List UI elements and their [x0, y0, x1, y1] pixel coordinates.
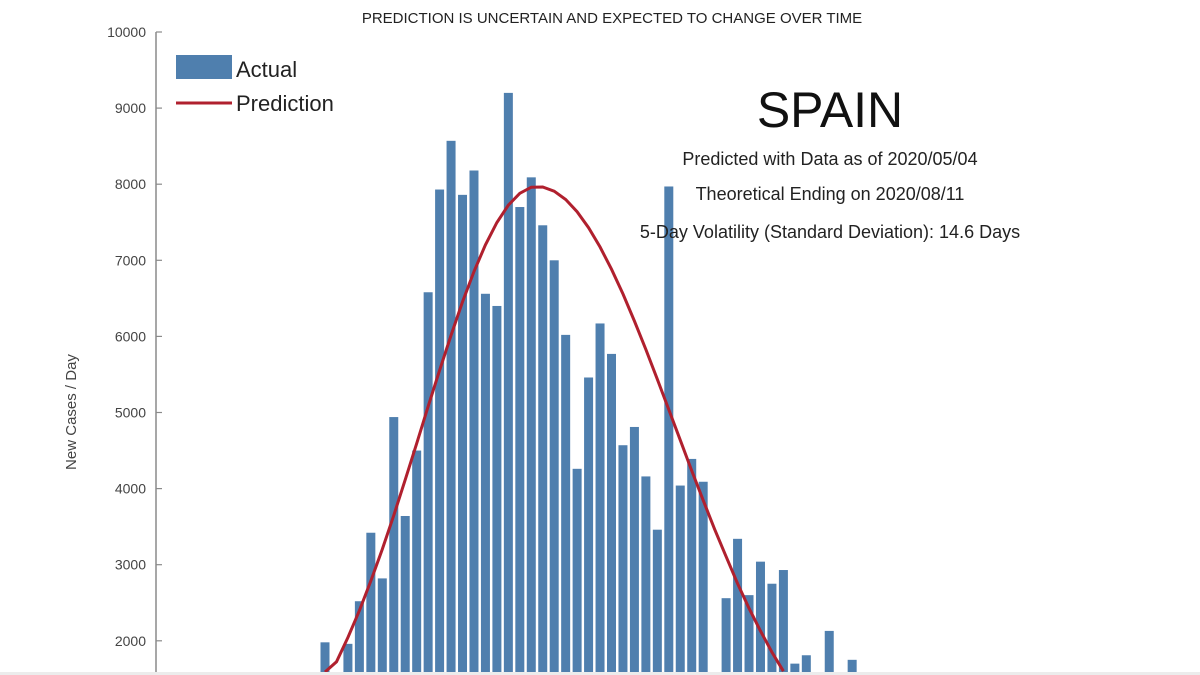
y-tick-label: 7000	[115, 252, 146, 268]
legend-label-prediction: Prediction	[236, 91, 334, 116]
legend-label-actual: Actual	[236, 57, 297, 82]
actual-bar	[538, 225, 548, 672]
legend-swatch-actual	[176, 55, 232, 79]
actual-bar	[492, 305, 502, 672]
actual-bar	[572, 468, 582, 672]
y-tick-label: 9000	[115, 100, 146, 116]
y-tick-label: 5000	[115, 405, 146, 421]
actual-bar	[847, 659, 857, 672]
actual-bar	[607, 353, 616, 672]
actual-bar	[515, 207, 525, 672]
y-axis-label: New Cases / Day	[63, 354, 80, 470]
actual-bars	[320, 92, 857, 673]
y-tick-label: 10000	[107, 24, 146, 40]
y-tick-label: 8000	[115, 176, 146, 192]
actual-bar	[698, 481, 708, 672]
actual-bar	[503, 92, 513, 672]
actual-bar	[469, 170, 479, 672]
actual-bar	[595, 323, 605, 672]
chart-title: PREDICTION IS UNCERTAIN AND EXPECTED TO …	[362, 10, 862, 27]
actual-bar	[435, 189, 445, 673]
actual-bar	[744, 595, 754, 672]
actual-bar	[549, 260, 559, 672]
actual-bar	[389, 417, 399, 672]
actual-bar	[412, 450, 422, 672]
actual-bar	[561, 334, 571, 672]
y-ticks: 2000 3000 4000 5000 6000 7000 8000 9000 10000	[107, 24, 162, 649]
actual-bar	[584, 377, 594, 672]
y-tick-label: 4000	[115, 481, 146, 497]
actual-bar	[377, 578, 387, 672]
bottom-border	[0, 672, 1200, 675]
actual-bar	[446, 140, 456, 672]
actual-bar	[423, 292, 433, 672]
actual-bar	[480, 293, 490, 672]
actual-bar	[641, 476, 651, 672]
annotation-ending-date: Theoretical Ending on 2020/08/11	[696, 184, 965, 204]
actual-bar	[320, 642, 330, 672]
legend: Actual Prediction	[176, 55, 334, 116]
actual-bar	[664, 186, 674, 672]
actual-bar	[400, 515, 410, 672]
actual-bar	[824, 630, 834, 672]
actual-bar	[687, 458, 697, 672]
actual-bar	[629, 426, 639, 672]
actual-bar	[790, 663, 800, 672]
actual-bar	[526, 177, 536, 672]
actual-bar	[366, 532, 376, 672]
actual-bar	[778, 570, 788, 672]
country-label: SPAIN	[757, 82, 903, 138]
actual-bar	[755, 561, 765, 672]
annotation-volatility: 5-Day Volatility (Standard Deviation): 1…	[640, 222, 1020, 242]
annotation-data-date: Predicted with Data as of 2020/05/04	[682, 149, 977, 169]
actual-bar	[652, 529, 662, 672]
y-tick-label: 2000	[115, 633, 146, 649]
actual-bar	[801, 655, 811, 672]
actual-bar	[458, 194, 468, 672]
actual-bar	[675, 485, 685, 672]
prediction-line	[324, 185, 785, 674]
actual-bar	[733, 538, 743, 672]
y-tick-label: 6000	[115, 328, 146, 344]
y-tick-label: 3000	[115, 557, 146, 573]
actual-bar	[354, 601, 364, 672]
actual-bar	[343, 643, 353, 672]
actual-bar	[767, 583, 777, 672]
actual-bar	[721, 598, 731, 672]
actual-bar	[618, 445, 628, 672]
